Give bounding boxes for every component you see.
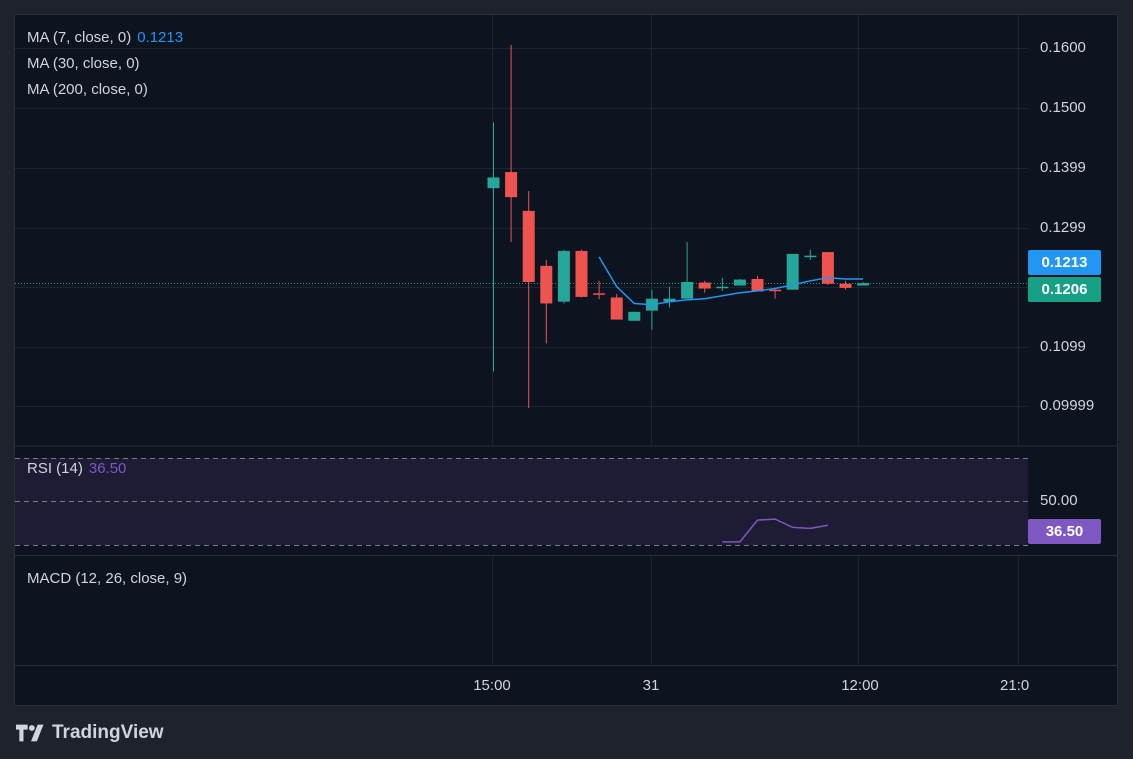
candle-body (681, 281, 694, 299)
legend-ma30-label: MA (30, close, 0) (27, 55, 140, 72)
overlays (598, 256, 864, 543)
tradingview-logo[interactable]: TradingView (16, 722, 164, 744)
candles (487, 44, 870, 408)
time-tick-label: 12:00 (841, 677, 879, 694)
candle-body (769, 289, 782, 292)
legend-rsi[interactable]: RSI (14) 36.50 (27, 460, 126, 477)
candle-body (557, 250, 570, 302)
time-tick-label: 21:0 (1000, 677, 1030, 694)
legend-ma7-label: MA (7, close, 0) (27, 29, 132, 46)
candle-body (751, 278, 764, 292)
candle-body (593, 293, 606, 295)
candle-body (733, 279, 746, 286)
price-tick-label: 0.1299 (1040, 218, 1086, 236)
grid (15, 15, 1117, 666)
legend-ma7[interactable]: MA (7, close, 0) 0.1213 (27, 29, 183, 46)
candle-body (663, 298, 676, 302)
candle-body (786, 253, 799, 290)
ma7-line (598, 256, 864, 306)
price-tick-label: 0.1600 (1040, 38, 1086, 56)
candle-body (540, 265, 553, 304)
legend-ma30[interactable]: MA (30, close, 0) (27, 55, 140, 72)
legend-ma200-label: MA (200, close, 0) (27, 81, 148, 98)
rsi-value-tag: 36.50 (1028, 519, 1101, 544)
legend-rsi-value: 36.50 (88, 460, 127, 477)
ma7-price-tag: 0.1213 (1028, 250, 1101, 275)
candle-body (628, 311, 641, 321)
legend-ma200[interactable]: MA (200, close, 0) (27, 81, 148, 98)
chart-frame (14, 14, 1118, 706)
price-tick-label: 0.1500 (1040, 98, 1086, 116)
price-tick-label: 0.09999 (1040, 397, 1095, 415)
candle-body (839, 283, 852, 288)
candle-body (505, 172, 518, 198)
candle-body (804, 255, 817, 258)
candle-body (716, 286, 729, 289)
tradingview-wordmark: TradingView (52, 722, 164, 743)
candle-body (857, 283, 870, 286)
last-price-tag: 0.1206 (1028, 277, 1101, 302)
legend-macd-label: MACD (12, 26, close, 9) (27, 570, 188, 587)
tradingview-logo-icon (16, 724, 44, 742)
candle-body (821, 252, 834, 284)
candle-body (610, 297, 623, 320)
time-tick-label: 31 (642, 677, 660, 694)
candle-body (487, 177, 500, 189)
legend-ma7-value: 0.1213 (137, 29, 184, 46)
price-tick-label: 0.1399 (1040, 158, 1086, 176)
price-tick-label: 0.1099 (1040, 338, 1086, 356)
time-tick-label: 15:00 (473, 677, 511, 694)
candle-body (522, 210, 535, 282)
candle-body (698, 282, 711, 289)
legend-macd[interactable]: MACD (12, 26, close, 9) (27, 570, 187, 587)
rsi-level-label: 50.00 (1040, 492, 1078, 509)
candle-body (575, 250, 588, 297)
rsi-line (722, 518, 829, 543)
legend-rsi-label: RSI (14) (27, 460, 83, 477)
